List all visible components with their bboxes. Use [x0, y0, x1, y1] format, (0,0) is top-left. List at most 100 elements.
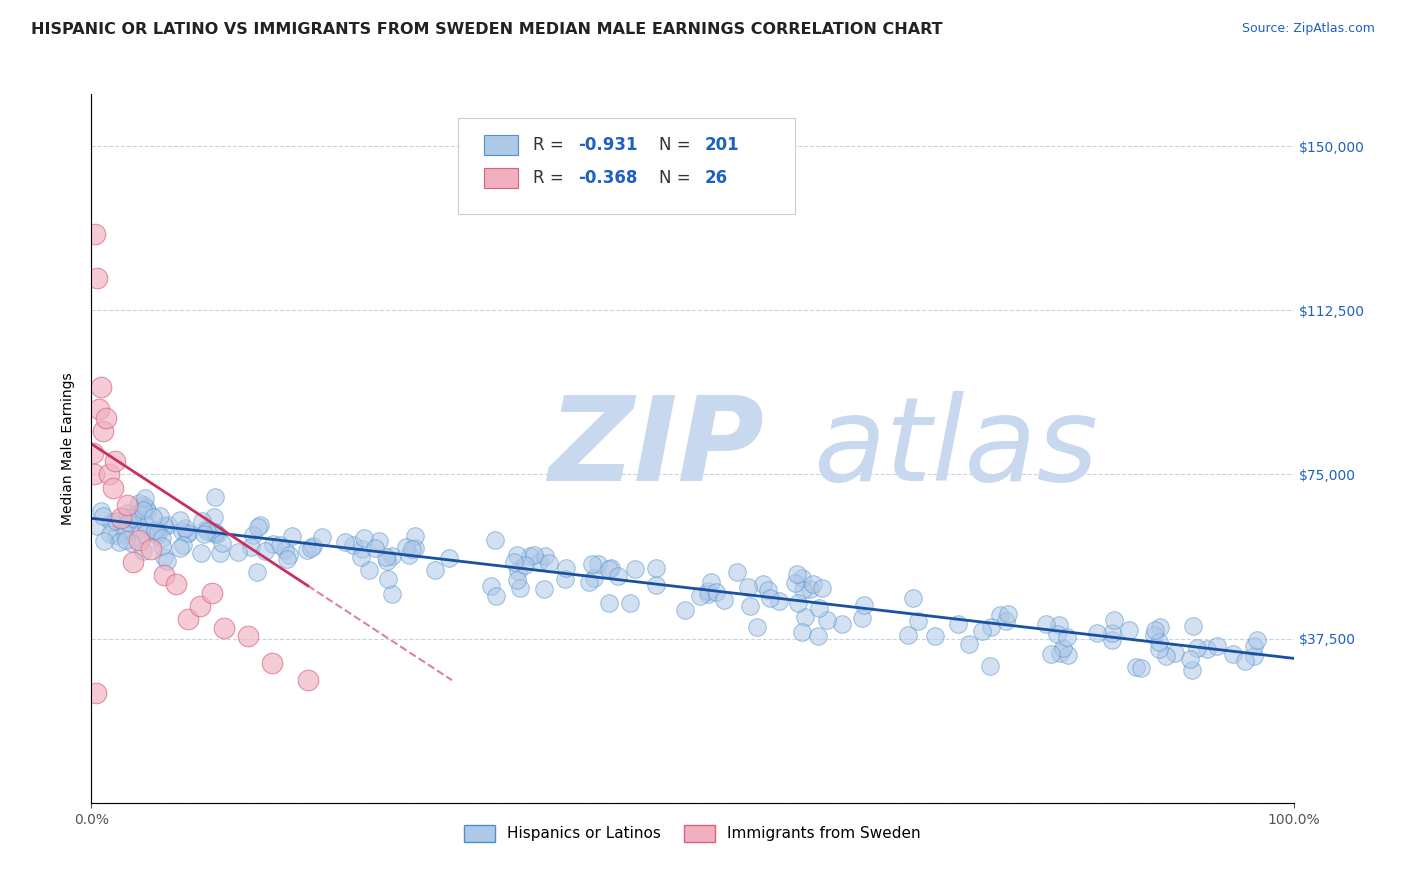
Point: [381, 549, 404, 564]
Point: [502, 555, 524, 569]
Point: [1195, 642, 1218, 657]
Point: [533, 582, 555, 596]
Point: [90, 504, 112, 518]
Point: [176, 526, 198, 541]
Point: [523, 549, 546, 563]
Point: [979, 659, 1001, 673]
Point: [509, 581, 531, 595]
Point: [619, 596, 641, 610]
Point: [787, 596, 810, 610]
Point: [132, 503, 155, 517]
Text: atlas: atlas: [813, 392, 1098, 505]
Text: R =: R =: [533, 136, 568, 154]
FancyBboxPatch shape: [458, 119, 794, 214]
Point: [1243, 648, 1265, 663]
Point: [150, 539, 173, 553]
Point: [153, 550, 176, 565]
Point: [83, 467, 105, 482]
Point: [513, 558, 536, 572]
Point: [236, 630, 259, 644]
Point: [689, 589, 711, 603]
Point: [100, 515, 122, 529]
Point: [1052, 640, 1074, 655]
Point: [1222, 647, 1244, 661]
Text: N =: N =: [659, 136, 696, 154]
Point: [110, 511, 132, 525]
Point: [586, 557, 609, 571]
Point: [212, 621, 235, 635]
Point: [1039, 647, 1062, 661]
Point: [172, 537, 194, 551]
Point: [204, 490, 226, 504]
Point: [280, 528, 302, 542]
Point: [105, 528, 128, 542]
Point: [105, 514, 128, 528]
Point: [1101, 625, 1123, 640]
Point: [152, 568, 174, 582]
Point: [980, 620, 1002, 634]
Point: [240, 541, 263, 555]
Point: [84, 686, 107, 700]
Point: [112, 524, 135, 538]
Point: [134, 526, 156, 541]
Point: [799, 582, 821, 597]
Point: [946, 616, 969, 631]
Point: [260, 656, 283, 670]
Point: [142, 509, 165, 524]
Point: [506, 573, 529, 587]
Point: [93, 424, 115, 438]
Point: [1085, 625, 1108, 640]
Point: [299, 541, 322, 555]
Point: [121, 511, 143, 525]
Point: [988, 608, 1011, 623]
Point: [737, 580, 759, 594]
Point: [132, 544, 155, 558]
Point: [1056, 630, 1078, 644]
Point: [86, 270, 108, 285]
Point: [1144, 623, 1167, 637]
Point: [582, 571, 605, 585]
Point: [176, 612, 198, 626]
Point: [673, 603, 696, 617]
Point: [745, 620, 768, 634]
Point: [1243, 640, 1265, 654]
Point: [1056, 648, 1078, 663]
Text: HISPANIC OR LATINO VS IMMIGRANTS FROM SWEDEN MEDIAN MALE EARNINGS CORRELATION CH: HISPANIC OR LATINO VS IMMIGRANTS FROM SW…: [31, 22, 942, 37]
Point: [169, 541, 191, 555]
Point: [226, 545, 249, 559]
Point: [790, 624, 813, 639]
Point: [600, 561, 623, 575]
Point: [195, 522, 218, 536]
Point: [202, 509, 225, 524]
Point: [606, 569, 628, 583]
Text: R =: R =: [533, 169, 568, 187]
Text: -0.368: -0.368: [578, 169, 638, 187]
Point: [957, 636, 980, 650]
Point: [1185, 641, 1208, 656]
Point: [807, 629, 830, 643]
Point: [1156, 648, 1178, 663]
Legend: Hispanics or Latinos, Immigrants from Sweden: Hispanics or Latinos, Immigrants from Sw…: [458, 819, 927, 848]
Point: [624, 562, 647, 576]
Point: [122, 555, 145, 569]
Point: [1178, 651, 1201, 665]
Point: [792, 582, 814, 597]
Point: [404, 529, 426, 543]
Point: [811, 581, 834, 595]
Point: [1164, 647, 1187, 661]
Point: [485, 589, 508, 603]
Point: [831, 617, 853, 632]
Point: [118, 509, 141, 524]
Point: [117, 506, 139, 520]
Point: [188, 599, 211, 613]
Point: [91, 508, 114, 523]
Point: [537, 557, 560, 571]
Point: [104, 454, 127, 468]
Point: [357, 563, 380, 577]
Text: -0.931: -0.931: [578, 136, 638, 154]
Point: [129, 522, 152, 536]
Point: [169, 513, 191, 527]
Point: [249, 517, 271, 532]
Text: 201: 201: [704, 136, 740, 154]
Point: [149, 508, 172, 523]
